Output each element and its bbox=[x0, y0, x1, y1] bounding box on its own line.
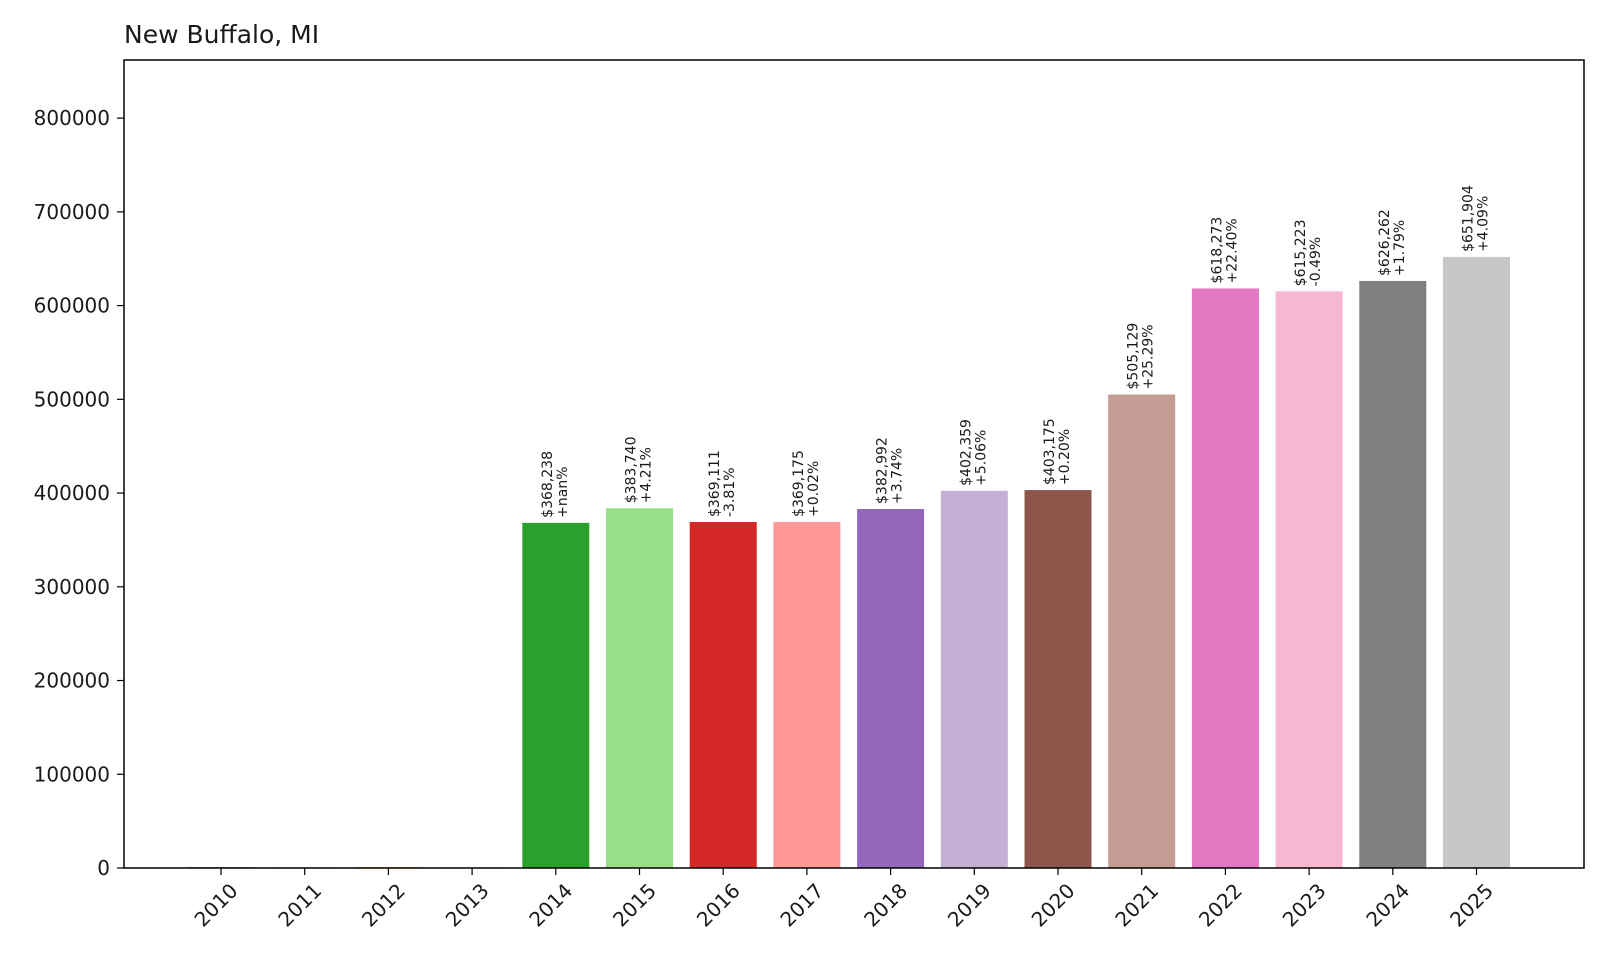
x-tick-label-2022: 2022 bbox=[1194, 879, 1247, 932]
bar-value-label-2022: $618,273 bbox=[1209, 217, 1225, 284]
bar-change-label-2020: +0.20% bbox=[1057, 429, 1073, 485]
x-tick-label-2015: 2015 bbox=[608, 879, 661, 932]
bar-2020 bbox=[1024, 490, 1092, 868]
bars-layer bbox=[187, 256, 1510, 869]
x-tick-label-2025: 2025 bbox=[1445, 879, 1498, 932]
x-tick-label-2021: 2021 bbox=[1110, 879, 1163, 932]
x-tick-label-2024: 2024 bbox=[1361, 879, 1414, 932]
bar-change-label-2021: +25.29% bbox=[1141, 324, 1157, 389]
x-tick-label-2011: 2011 bbox=[273, 879, 326, 932]
bar-value-label-2021: $505,129 bbox=[1126, 323, 1142, 390]
x-tick-label-2010: 2010 bbox=[190, 879, 243, 932]
bar-change-label-2014: +nan% bbox=[555, 466, 571, 517]
x-tick-label-2018: 2018 bbox=[859, 879, 912, 932]
y-tick-label-100000: 100000 bbox=[34, 762, 110, 786]
bar-value-label-2017: $369,175 bbox=[791, 450, 807, 517]
bar-2015 bbox=[606, 508, 673, 868]
bar-2014 bbox=[522, 522, 590, 868]
chart-title: New Buffalo, MI bbox=[124, 20, 320, 49]
bar-value-label-2019: $402,359 bbox=[958, 419, 974, 486]
bar-2025 bbox=[1443, 256, 1510, 868]
x-axis: 2010 2011 2012 2013 2014 2015 2016 2017 2018 2019… bbox=[190, 868, 1498, 932]
bar-2023 bbox=[1275, 291, 1343, 869]
bar-value-label-2023: $615,223 bbox=[1293, 220, 1309, 287]
x-tick-label-2023: 2023 bbox=[1278, 879, 1331, 932]
bar-change-label-2019: +5.06% bbox=[973, 430, 989, 486]
bar-2019 bbox=[940, 490, 1008, 868]
bar-change-label-2022: +22.40% bbox=[1224, 218, 1240, 283]
bar-2018 bbox=[857, 509, 925, 868]
y-tick-label-500000: 500000 bbox=[34, 387, 110, 411]
bar-2017 bbox=[773, 521, 841, 868]
bar-2021 bbox=[1108, 394, 1176, 868]
bar-value-label-2024: $626,262 bbox=[1377, 209, 1393, 276]
plot-frame bbox=[123, 59, 1585, 869]
y-tick-label-0: 0 bbox=[97, 856, 110, 880]
bar-change-label-2025: +4.09% bbox=[1476, 196, 1492, 252]
bar-change-label-2023: -0.49% bbox=[1308, 237, 1324, 287]
bar-value-label-2018: $382,992 bbox=[875, 437, 891, 504]
bar-2016 bbox=[689, 522, 757, 868]
y-tick-label-800000: 800000 bbox=[34, 106, 110, 130]
x-tick-label-2020: 2020 bbox=[1027, 879, 1080, 932]
bar-change-label-2015: +4.21% bbox=[639, 447, 655, 503]
x-tick-label-2017: 2017 bbox=[775, 879, 828, 932]
bar-2024 bbox=[1359, 280, 1427, 868]
bar-2022 bbox=[1191, 288, 1259, 868]
bar-change-label-2018: +3.74% bbox=[890, 448, 906, 504]
x-tick-label-2014: 2014 bbox=[524, 879, 577, 932]
bar-value-label-2020: $403,175 bbox=[1042, 418, 1058, 485]
bar-change-label-2016: -3.81% bbox=[722, 467, 738, 517]
x-tick-label-2012: 2012 bbox=[357, 879, 410, 932]
bar-change-label-2024: +1.79% bbox=[1392, 220, 1408, 276]
x-tick-label-2019: 2019 bbox=[943, 879, 996, 932]
bar-value-label-2014: $368,238 bbox=[540, 451, 556, 518]
x-tick-label-2013: 2013 bbox=[441, 879, 494, 932]
bar-value-label-2015: $383,740 bbox=[624, 436, 640, 503]
y-tick-label-600000: 600000 bbox=[34, 294, 110, 318]
y-tick-label-200000: 200000 bbox=[34, 669, 110, 693]
bar-labels-layer: $368,238 +nan% $383,740 +4.21% $369,111 -3.81… bbox=[540, 185, 1492, 518]
bar-value-label-2025: $651,904 bbox=[1461, 185, 1477, 252]
bar-value-label-2016: $369,111 bbox=[707, 450, 723, 517]
y-tick-label-700000: 700000 bbox=[34, 200, 110, 224]
x-tick-label-2016: 2016 bbox=[692, 879, 745, 932]
y-tick-label-400000: 400000 bbox=[34, 481, 110, 505]
bar-change-label-2017: +0.02% bbox=[806, 461, 822, 517]
y-axis: 0 100000 200000 300000 400000 500000 600000 700… bbox=[34, 106, 124, 880]
y-tick-label-300000: 300000 bbox=[34, 575, 110, 599]
